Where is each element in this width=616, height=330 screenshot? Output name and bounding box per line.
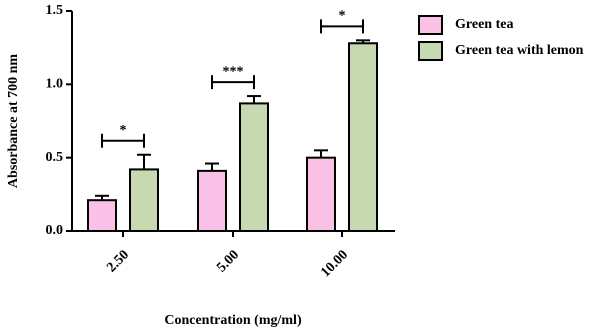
y-tick-label: 1.0	[46, 77, 64, 92]
legend-label: Green tea with lemon	[455, 43, 584, 58]
significance-label: *	[339, 9, 346, 24]
significance-bracket	[101, 133, 145, 148]
y-tick-label: 0.5	[46, 150, 64, 165]
bar	[197, 169, 227, 233]
y-tick-label: 0.0	[46, 223, 64, 238]
legend-swatch	[418, 41, 443, 61]
y-tick-label: 1.5	[46, 3, 64, 18]
significance-bracket	[320, 19, 364, 34]
x-tick-label: 2.50	[104, 247, 132, 275]
x-tick-label: 10.00	[318, 247, 351, 280]
bar	[129, 168, 159, 232]
significance-label: *	[120, 123, 127, 138]
x-axis-label: Concentration (mg/ml)	[164, 313, 302, 328]
legend-label: Green tea	[455, 17, 513, 32]
x-tick-label: 5.00	[214, 247, 242, 275]
bar	[348, 42, 378, 233]
significance-bracket	[211, 75, 255, 90]
significance-label: ***	[223, 64, 244, 79]
legend-swatch	[418, 15, 443, 35]
bar	[306, 156, 336, 233]
bar	[87, 199, 117, 232]
y-axis-label: Absorbance at 700 nm	[6, 54, 21, 189]
bar	[239, 102, 269, 232]
